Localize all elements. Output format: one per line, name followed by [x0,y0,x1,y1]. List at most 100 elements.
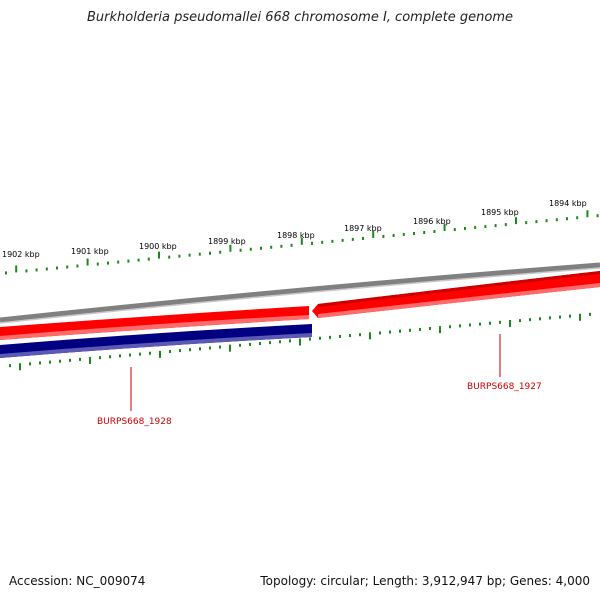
scale-label: 1897 kbp [344,224,382,233]
minor-tick [96,262,99,266]
minor-tick [362,236,364,240]
map-title: Burkholderia pseudomallei 668 chromosome… [86,10,514,25]
scale-label: 1899 kbp [208,237,246,246]
minor-tick [168,255,171,259]
minor-tick [489,321,491,325]
minor-tick [566,217,568,221]
minor-tick [147,257,150,261]
minor-tick [474,226,477,230]
minor-tick [25,269,28,273]
major-tick [443,224,446,232]
minor-tick [576,216,579,220]
minor-tick [79,357,81,361]
minor-tick [504,223,507,227]
minor-tick [596,214,599,218]
major-tick [300,237,303,245]
minor-tick [525,221,528,225]
minor-tick [419,327,421,331]
gene-arc-1928-reverse-shade [0,333,312,358]
minor-tick [259,342,261,346]
major-tick [158,251,160,259]
minor-tick [199,347,201,351]
minor-tick [178,254,181,258]
minor-tick [279,340,281,344]
major-tick [372,230,375,238]
minor-tick [331,239,334,243]
minor-tick [399,329,401,333]
major-tick [15,265,18,273]
minor-tick [280,244,283,248]
minor-tick [311,241,313,245]
minor-tick [35,268,38,272]
major-tick [229,244,232,252]
minor-tick [49,360,51,364]
minor-tick [319,336,321,340]
minor-tick [555,218,558,222]
scale-label: 1898 kbp [277,231,315,240]
minor-tick [329,335,331,339]
major-tick [509,319,511,327]
minor-tick [569,314,571,318]
scale-label: 1901 kbp [71,247,109,256]
minor-tick [529,318,531,322]
minor-tick [289,339,291,343]
minor-tick [249,247,252,251]
minor-tick [449,325,451,329]
minor-tick [29,362,31,366]
minor-tick [453,228,456,232]
minor-tick [389,330,391,334]
genome-summary-text: Topology: circular; Length: 3,912,947 bp… [260,574,590,588]
minor-tick [341,238,344,242]
minor-tick [559,315,561,319]
minor-tick [119,354,121,358]
minor-tick [392,233,395,237]
major-tick [579,313,581,321]
minor-tick [198,252,201,256]
major-tick [86,258,89,266]
minor-tick [539,317,541,321]
gene-label-1927: BURPS668_1927 [467,382,542,392]
scale-label: 1900 kbp [139,242,177,251]
major-tick [586,210,589,218]
inner-scale-ticks [9,312,591,371]
scale-label: 1895 kbp [481,208,519,217]
major-tick [89,357,91,365]
minor-tick [149,351,151,355]
minor-tick [139,352,141,356]
minor-tick [219,345,221,349]
gene-label-1928: BURPS668_1928 [97,417,172,427]
minor-tick [107,261,109,265]
outer-scale-ticks [5,210,599,275]
minor-tick [549,316,551,320]
minor-tick [66,265,69,269]
minor-tick [169,349,171,353]
minor-tick [423,230,426,234]
major-tick [229,344,231,352]
gene-arrow-1927-shade [318,283,600,318]
minor-tick [137,258,140,262]
minor-tick [129,353,131,357]
genome-backbone-highlight [0,267,600,324]
minor-tick [209,251,211,255]
minor-tick [188,253,191,257]
minor-tick [519,319,521,323]
major-tick [439,326,441,334]
gene-arrow-1927-dark [318,271,600,307]
minor-tick [260,246,262,250]
minor-tick [433,230,436,234]
minor-tick [382,234,385,238]
minor-tick [545,219,548,223]
minor-tick [59,359,61,363]
scale-label: 1894 kbp [549,199,587,208]
minor-tick [39,361,41,365]
minor-tick [359,333,361,337]
minor-tick [479,322,481,326]
minor-tick [290,243,293,247]
major-tick [369,332,371,340]
minor-tick [402,232,405,236]
minor-tick [321,240,324,244]
minor-tick [76,264,79,268]
minor-tick [589,312,591,316]
major-tick [159,350,161,358]
